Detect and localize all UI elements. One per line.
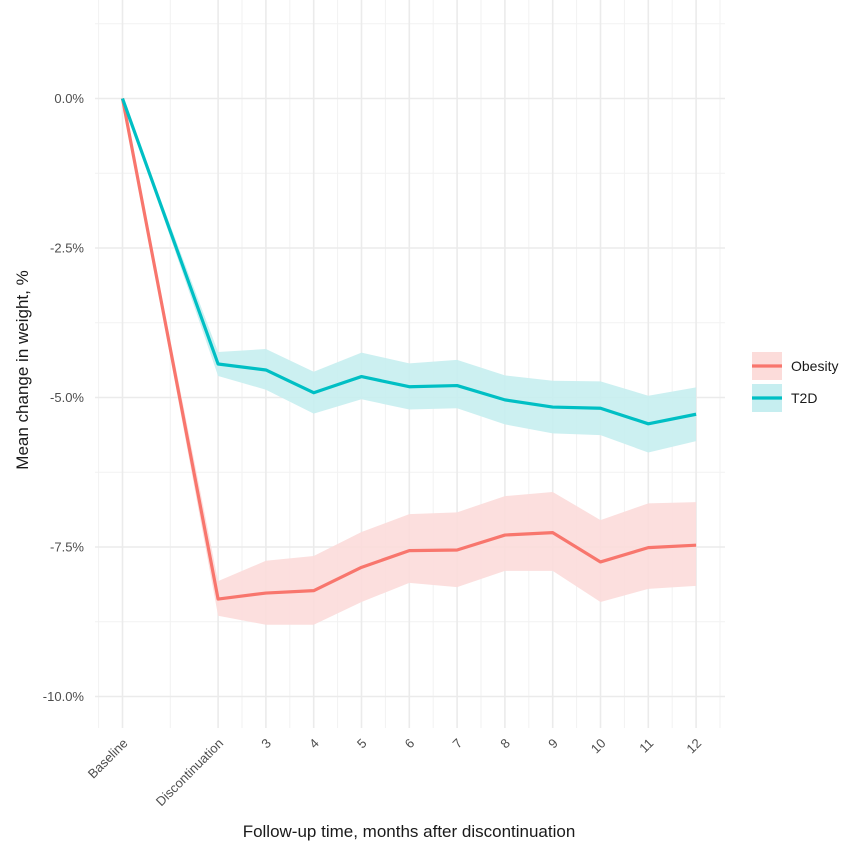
legend-label-obesity: Obesity: [791, 358, 838, 374]
series-line-obesity: [120, 98, 697, 601]
confidence-band-obesity: [122, 98, 697, 625]
x-tick-label: 7: [449, 736, 465, 752]
y-tick-label: -10.0%: [43, 689, 85, 704]
x-tick-label: 6: [402, 736, 418, 752]
legend-label-t2d: T2D: [791, 390, 817, 406]
x-tick-label: 9: [545, 736, 561, 752]
x-axis-tick-labels: Baseline Discontinuation 3 4 5 6 7 8 9 10 11 12: [85, 736, 704, 809]
x-tick-label: 11: [636, 736, 656, 756]
y-axis-tick-labels: 0.0% -2.5% -5.0% -7.5% -10.0%: [43, 91, 85, 704]
confidence-bands: [122, 98, 697, 625]
y-tick-label: -5.0%: [50, 390, 84, 405]
x-axis-title: Follow-up time, months after discontinua…: [243, 822, 576, 841]
x-tick-label: 12: [683, 736, 704, 757]
legend-key-t2d: [752, 384, 782, 412]
x-tick-label: 3: [258, 736, 274, 752]
y-axis-title: Mean change in weight, %: [13, 270, 32, 469]
y-tick-label: -7.5%: [50, 540, 84, 555]
x-tick-label: 4: [306, 736, 322, 752]
series-lines: [120, 97, 697, 601]
series-line-t2d: [120, 97, 697, 426]
x-tick-label: 10: [588, 736, 609, 757]
x-tick-label: Baseline: [85, 736, 131, 782]
legend: Obesity T2D: [752, 352, 838, 412]
y-tick-label: 0.0%: [54, 91, 84, 106]
legend-key-obesity: [752, 352, 782, 380]
x-tick-label: Discontinuation: [153, 736, 226, 809]
confidence-band-t2d: [122, 98, 697, 453]
y-tick-label: -2.5%: [50, 241, 84, 256]
x-tick-label: 8: [497, 736, 513, 752]
x-tick-label: 5: [354, 736, 370, 752]
